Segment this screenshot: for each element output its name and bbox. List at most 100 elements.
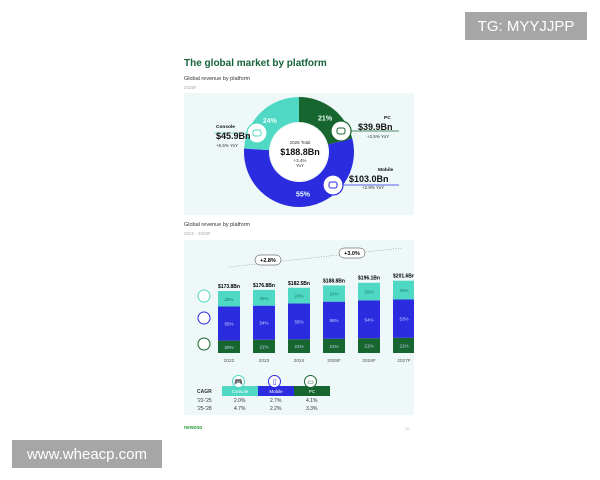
bar-segment-pc xyxy=(218,340,240,353)
bar-segment-mobile xyxy=(218,306,240,341)
cagr-period-1: '22-'25 xyxy=(197,398,212,404)
segment-label: 25% xyxy=(224,297,233,302)
segment-label: 21% xyxy=(364,344,373,349)
growth-badge xyxy=(338,247,366,259)
segment-label: 55% xyxy=(294,319,303,324)
slice-label: 21% xyxy=(318,115,333,122)
bar-total-label: $182.5Bn xyxy=(288,281,310,287)
center-growth-unit: YoY xyxy=(295,163,305,168)
x-tick-label: 2024 xyxy=(294,358,305,364)
gamepad-icon xyxy=(246,122,268,144)
x-tick-label: 2022 xyxy=(224,358,235,364)
segment-label: 26% xyxy=(399,288,408,293)
segment-label: 24% xyxy=(329,292,338,297)
donut-hole xyxy=(270,123,328,181)
cagr-value: 3.3% xyxy=(306,406,318,412)
desktop-icon: ▭ xyxy=(304,375,317,388)
bar-segment-mobile xyxy=(253,305,275,340)
trend-line xyxy=(228,247,403,268)
pc-yoy: +2.5% YoY xyxy=(367,134,390,139)
bar-subtitle: 2022 - 2028F xyxy=(184,231,211,236)
bar-total-label: $188.8Bn xyxy=(323,278,345,284)
cagr-col-mobile: Mobile xyxy=(258,386,294,396)
bar-segment-pc xyxy=(323,338,345,353)
cagr-value: 4.1% xyxy=(306,398,318,404)
center-growth: +3.4% xyxy=(293,158,307,163)
smartphone-icon: ▯ xyxy=(268,375,281,388)
segment-label: 21% xyxy=(294,344,303,349)
cagr-period-2: '25-'28 xyxy=(197,406,212,412)
watermark-bottom: www.wheacp.com xyxy=(12,440,162,468)
x-tick-label: 2026F xyxy=(362,358,376,364)
segment-label: 54% xyxy=(259,321,268,326)
bar-segment-console xyxy=(323,285,345,302)
bar-segment-console xyxy=(393,280,414,300)
bar-total-label: $201.6Bn xyxy=(393,274,414,280)
desktop-icon xyxy=(330,120,352,142)
cagr-col-pc: PC xyxy=(294,386,330,396)
smartphone-icon-glyph xyxy=(328,181,338,189)
segment-label: 53% xyxy=(399,317,408,322)
bar-segment-pc xyxy=(253,339,275,353)
watermark-top: TG: MYYJJPP xyxy=(465,12,587,40)
bar-segment-mobile xyxy=(323,301,345,339)
mobile-label: Mobile xyxy=(378,168,394,173)
segment-label: 24% xyxy=(294,294,303,299)
bar-segment-console xyxy=(253,289,275,306)
mobile-value: $103.0Bn xyxy=(349,174,389,184)
segment-label: 21% xyxy=(399,343,408,348)
slice-label: 24% xyxy=(263,118,278,125)
segment-label: 25% xyxy=(364,290,373,295)
stacked-bar-chart: +2.8% +3.0% 20% 55% 25% $173.8Bn 2022 21% 54% 25%… xyxy=(197,247,414,364)
cagr-col-console: Console xyxy=(222,386,258,396)
smartphone-icon xyxy=(197,311,211,325)
donut-subtitle: 2025F xyxy=(184,85,197,90)
segment-label: 21% xyxy=(329,344,338,349)
x-tick-label: 2025F xyxy=(327,358,341,364)
cagr-value: 2.0% xyxy=(234,398,246,404)
growth-label: +2.8% xyxy=(260,258,276,264)
gamepad-icon: 🎮 xyxy=(232,375,245,388)
donut-chart: 21% 55% 24% xyxy=(214,97,399,207)
page-title: The global market by platform xyxy=(184,58,327,69)
bar-total-label: $176.8Bn xyxy=(253,283,275,289)
page-number: 16 xyxy=(405,426,410,431)
cagr-label: CAGR xyxy=(197,389,212,395)
slice-label: 55% xyxy=(296,191,311,198)
gamepad-icon-glyph xyxy=(252,129,262,137)
segment-label: 54% xyxy=(364,317,373,322)
cagr-value: 4.7% xyxy=(234,406,246,412)
growth-badge xyxy=(254,254,282,266)
bar-title: Global revenue by platform xyxy=(184,222,251,228)
smartphone-icon xyxy=(322,174,344,196)
bar-segment-pc xyxy=(358,338,380,353)
pc-label: PC xyxy=(384,116,391,121)
bar-segment-mobile xyxy=(288,303,310,340)
x-tick-label: 2023 xyxy=(259,358,270,364)
mobile-yoy: +2.9% YoY xyxy=(362,185,385,190)
bar-total-label: $173.8Bn xyxy=(218,284,240,290)
center-total: $188.8Bn xyxy=(280,147,320,157)
segment-label: 55% xyxy=(329,318,338,323)
bar-segment-mobile xyxy=(358,300,380,339)
bar-segment-console xyxy=(288,287,310,304)
segment-label: 20% xyxy=(224,345,233,350)
bar-segment-pc xyxy=(288,339,310,353)
cagr-value: 2.7% xyxy=(270,398,282,404)
console-yoy: +5.5% YoY xyxy=(216,143,239,148)
segment-label: 21% xyxy=(259,344,268,349)
bar-segment-pc xyxy=(393,337,414,353)
bar-segment-mobile xyxy=(393,299,414,338)
bar-segment-console xyxy=(218,291,240,307)
cagr-value: 2.2% xyxy=(270,406,282,412)
newzoo-logo: newzoo xyxy=(184,425,203,431)
pc-value: $39.9Bn xyxy=(358,122,393,132)
segment-label: 55% xyxy=(224,322,233,327)
console-label: Console xyxy=(216,125,235,130)
bar-total-label: $196.1Bn xyxy=(358,276,380,282)
bar-segment-console xyxy=(358,282,380,301)
desktop-icon-glyph xyxy=(336,127,346,135)
desktop-icon xyxy=(197,337,211,351)
segment-label: 25% xyxy=(259,296,268,301)
growth-label: +3.0% xyxy=(344,251,360,257)
